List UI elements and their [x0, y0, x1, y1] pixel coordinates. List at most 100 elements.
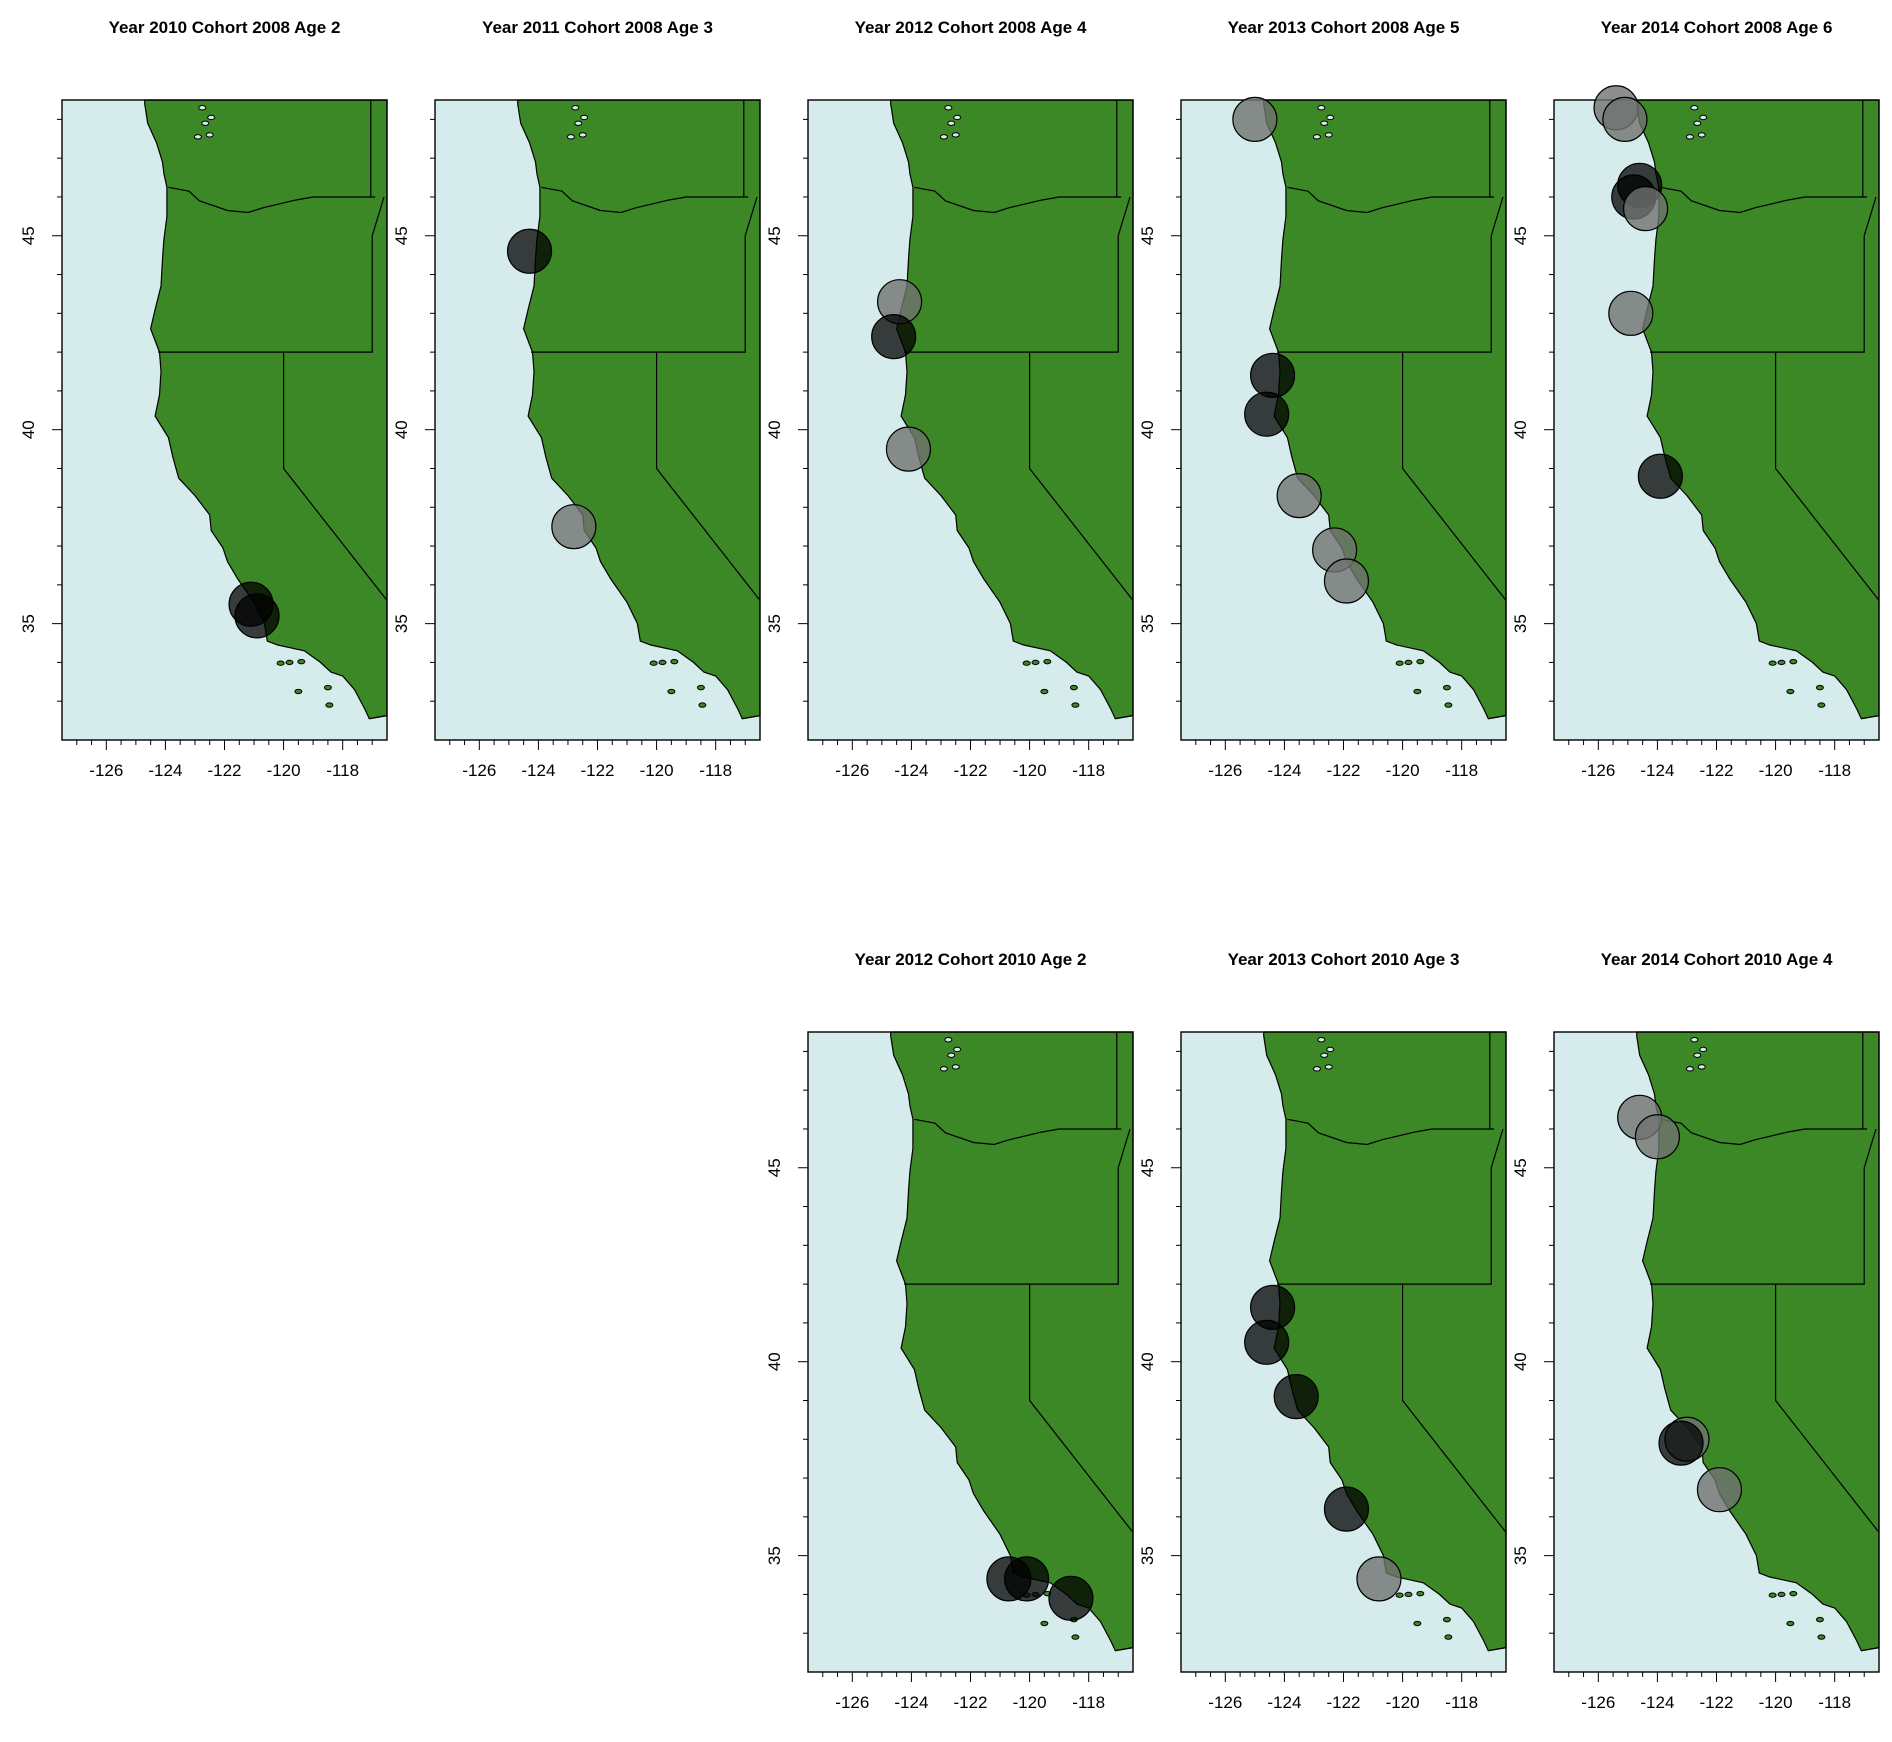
island — [201, 120, 210, 126]
y-tick-label: 45 — [765, 1158, 784, 1177]
map-plot: -126 -124 -122 -120 -118 35 40 45 — [765, 99, 1134, 780]
island — [207, 114, 216, 121]
location-point — [1249, 352, 1296, 398]
location-point — [1273, 1374, 1319, 1420]
map-panel: Year 2010 Cohort 2008 Age 2 -126 -124 -122-… — [19, 8, 388, 800]
map-panel: Year 2013 Cohort 2010 Age 3 -126 -124 -122-… — [1138, 940, 1507, 1732]
location-point — [1323, 558, 1370, 604]
x-tick-label: -124 — [1267, 1693, 1301, 1712]
state-border — [369, 715, 388, 720]
island — [1312, 134, 1321, 140]
location-point — [1634, 1114, 1681, 1160]
map-plot: -126 -124 -122 -120 -118 35 40 45 — [1138, 96, 1507, 780]
x-tick-label: -122 — [1699, 1693, 1733, 1712]
island — [1069, 684, 1078, 691]
x-tick-label: -118 — [1818, 761, 1851, 780]
panel-title: Year 2014 Cohort 2010 Age 4 — [1600, 950, 1833, 969]
island — [1697, 1064, 1706, 1070]
map-panel: Year 2012 Cohort 2008 Age 4 -126 -124 -122-… — [765, 8, 1134, 800]
island — [1416, 1590, 1425, 1597]
state-border — [541, 186, 749, 214]
map-panel: Year 2014 Cohort 2010 Age 4 -126 -124 -122-… — [1511, 940, 1880, 1732]
island — [1040, 688, 1049, 695]
location-point — [1608, 290, 1654, 336]
island — [953, 1046, 962, 1053]
island — [1320, 120, 1329, 126]
location-point — [1323, 1486, 1370, 1532]
state-border — [1861, 715, 1880, 720]
island — [1404, 1591, 1413, 1598]
state-border — [283, 352, 388, 601]
island — [285, 659, 294, 666]
island — [698, 702, 707, 708]
x-tick-label: -122 — [207, 761, 241, 780]
island — [1324, 1064, 1333, 1070]
x-tick-label: -120 — [1759, 1693, 1793, 1712]
island — [1442, 684, 1451, 691]
island — [1326, 1046, 1335, 1053]
island — [1693, 1052, 1702, 1058]
island — [1768, 660, 1777, 666]
x-tick-label: -124 — [894, 1693, 928, 1712]
land-area — [890, 99, 1134, 720]
y-tick-label: 35 — [765, 1546, 784, 1565]
panel-title: Year 2013 Cohort 2010 Age 3 — [1227, 950, 1460, 969]
state-border — [1277, 1167, 1492, 1285]
island — [1413, 688, 1422, 695]
island — [953, 114, 962, 121]
x-tick-label: -126 — [1581, 761, 1615, 780]
island — [670, 658, 679, 665]
y-tick-label: 45 — [392, 226, 411, 245]
x-tick-label: -120 — [1759, 761, 1793, 780]
island — [1416, 658, 1425, 665]
panel-title: Year 2012 Cohort 2010 Age 2 — [854, 950, 1087, 969]
x-tick-label: -126 — [89, 761, 123, 780]
island — [323, 684, 332, 691]
island — [667, 688, 676, 695]
island — [1699, 114, 1708, 121]
state-border — [1402, 1284, 1507, 1533]
island — [1444, 702, 1453, 708]
state-border — [744, 196, 758, 236]
map-panel: Year 2013 Cohort 2008 Age 5 -126 -124 -122-… — [1138, 8, 1507, 800]
island — [1317, 105, 1326, 111]
location-point — [1004, 1556, 1050, 1602]
island — [1404, 659, 1413, 666]
y-tick-label: 45 — [19, 226, 38, 245]
x-tick-label: -122 — [953, 761, 987, 780]
location-point — [1637, 453, 1683, 499]
island — [1777, 1591, 1786, 1598]
island — [198, 105, 207, 111]
location-point — [1658, 1420, 1704, 1466]
island — [1031, 659, 1040, 666]
location-point — [1696, 1467, 1743, 1513]
land-area — [1263, 1031, 1507, 1652]
state-border — [1115, 715, 1134, 720]
island — [1817, 1634, 1826, 1640]
y-tick-label: 35 — [765, 614, 784, 633]
island — [649, 660, 658, 666]
state-border — [1488, 1647, 1507, 1652]
location-point — [1048, 1575, 1094, 1621]
location-point — [1244, 391, 1290, 437]
y-tick-label: 40 — [1138, 1352, 1157, 1371]
y-tick-label: 40 — [1511, 420, 1530, 439]
panel-title: Year 2012 Cohort 2008 Age 4 — [854, 18, 1087, 37]
state-border — [1490, 196, 1504, 236]
island — [325, 702, 334, 708]
x-tick-label: -118 — [1072, 761, 1105, 780]
state-border — [1650, 1167, 1865, 1285]
location-point — [1356, 1556, 1402, 1602]
x-tick-label: -124 — [148, 761, 182, 780]
island — [1071, 702, 1080, 708]
y-tick-label: 40 — [392, 420, 411, 439]
x-tick-label: -118 — [1818, 1693, 1851, 1712]
state-border — [1775, 1284, 1880, 1533]
state-border — [531, 235, 746, 353]
state-border — [1287, 1118, 1495, 1146]
x-tick-label: -118 — [699, 761, 732, 780]
y-tick-label: 40 — [765, 420, 784, 439]
x-tick-label: -122 — [1699, 761, 1733, 780]
island — [1413, 1620, 1422, 1627]
x-tick-label: -120 — [267, 761, 301, 780]
